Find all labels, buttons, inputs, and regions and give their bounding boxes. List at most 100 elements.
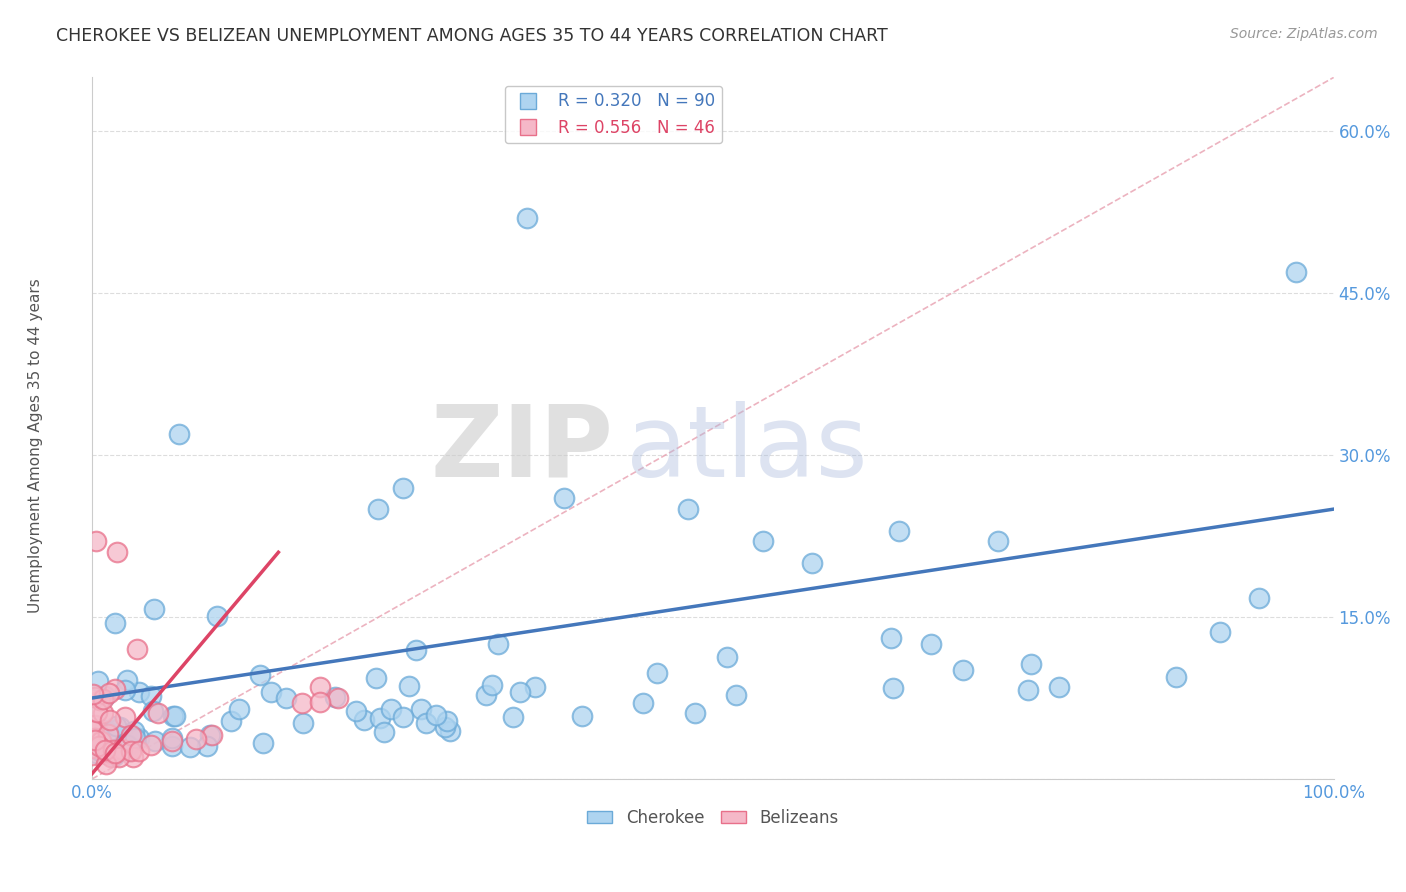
Point bbox=[228, 701, 250, 715]
Point bbox=[93, 723, 115, 738]
Point bbox=[83, 733, 105, 747]
Point bbox=[142, 704, 165, 718]
Point bbox=[89, 693, 111, 707]
Point bbox=[165, 709, 187, 723]
Point bbox=[122, 750, 145, 764]
Point bbox=[100, 749, 122, 764]
Point bbox=[367, 502, 389, 516]
Point bbox=[325, 690, 347, 704]
Point bbox=[93, 692, 115, 706]
Point bbox=[112, 735, 135, 749]
Point bbox=[97, 686, 120, 700]
Point bbox=[398, 679, 420, 693]
Point bbox=[128, 731, 150, 746]
Point bbox=[111, 742, 134, 756]
Point bbox=[167, 426, 190, 441]
Point bbox=[201, 729, 224, 743]
Point bbox=[104, 681, 127, 696]
Point bbox=[198, 728, 221, 742]
Point bbox=[724, 688, 747, 702]
Point bbox=[104, 746, 127, 760]
Point bbox=[405, 642, 427, 657]
Point bbox=[716, 650, 738, 665]
Point bbox=[108, 749, 131, 764]
Point bbox=[346, 704, 368, 718]
Point bbox=[120, 728, 142, 742]
Point bbox=[82, 740, 104, 755]
Point bbox=[127, 642, 149, 657]
Point bbox=[84, 534, 107, 549]
Point bbox=[392, 710, 415, 724]
Point bbox=[249, 668, 271, 682]
Point bbox=[436, 714, 458, 728]
Point bbox=[205, 608, 228, 623]
Point bbox=[685, 706, 707, 720]
Point bbox=[94, 742, 117, 756]
Point bbox=[86, 706, 108, 720]
Point bbox=[509, 685, 531, 699]
Point bbox=[117, 744, 139, 758]
Point bbox=[252, 736, 274, 750]
Point bbox=[880, 632, 903, 646]
Point bbox=[160, 731, 183, 746]
Point bbox=[160, 734, 183, 748]
Point bbox=[96, 747, 118, 761]
Point bbox=[1285, 265, 1308, 279]
Point bbox=[571, 708, 593, 723]
Point bbox=[115, 739, 138, 753]
Point bbox=[1019, 657, 1042, 672]
Point bbox=[882, 681, 904, 696]
Point bbox=[219, 714, 242, 728]
Point bbox=[415, 716, 437, 731]
Point bbox=[120, 744, 142, 758]
Point bbox=[84, 690, 107, 704]
Point bbox=[115, 737, 138, 751]
Point bbox=[105, 723, 128, 737]
Point bbox=[115, 673, 138, 687]
Point bbox=[887, 524, 910, 538]
Point bbox=[83, 718, 105, 732]
Point bbox=[380, 702, 402, 716]
Point bbox=[87, 739, 110, 753]
Point bbox=[516, 211, 538, 225]
Point bbox=[276, 691, 298, 706]
Point bbox=[1209, 625, 1232, 640]
Point bbox=[93, 689, 115, 703]
Point bbox=[801, 556, 824, 570]
Point bbox=[98, 743, 121, 757]
Point bbox=[97, 727, 120, 741]
Point bbox=[114, 710, 136, 724]
Point bbox=[103, 748, 125, 763]
Point bbox=[117, 740, 139, 755]
Point bbox=[90, 733, 112, 747]
Point bbox=[308, 680, 330, 694]
Point bbox=[82, 723, 104, 738]
Point bbox=[83, 731, 105, 745]
Point bbox=[987, 534, 1010, 549]
Point bbox=[184, 731, 207, 746]
Point bbox=[104, 615, 127, 630]
Point bbox=[1017, 682, 1039, 697]
Point bbox=[260, 684, 283, 698]
Point bbox=[439, 723, 461, 738]
Point bbox=[162, 709, 184, 723]
Text: ZIP: ZIP bbox=[430, 401, 613, 498]
Point bbox=[128, 744, 150, 758]
Point bbox=[676, 502, 699, 516]
Point bbox=[179, 739, 201, 754]
Point bbox=[291, 696, 314, 710]
Point bbox=[645, 665, 668, 680]
Point bbox=[1047, 680, 1070, 694]
Point bbox=[82, 723, 104, 737]
Point bbox=[391, 481, 413, 495]
Point bbox=[292, 715, 315, 730]
Point bbox=[105, 545, 128, 559]
Point bbox=[89, 744, 111, 758]
Point bbox=[309, 694, 332, 708]
Legend: Cherokee, Belizeans: Cherokee, Belizeans bbox=[581, 803, 845, 834]
Point bbox=[409, 702, 432, 716]
Point bbox=[143, 602, 166, 616]
Point bbox=[475, 688, 498, 702]
Point bbox=[103, 743, 125, 757]
Point bbox=[326, 691, 349, 706]
